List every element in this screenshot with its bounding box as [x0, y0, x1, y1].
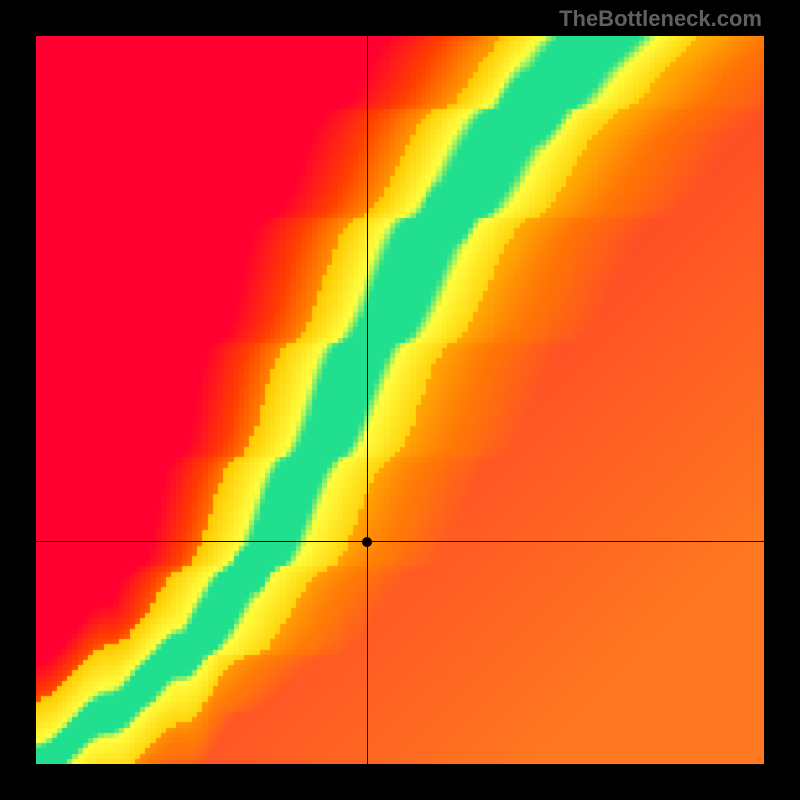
heatmap-plot [36, 36, 764, 764]
chart-container: TheBottleneck.com [0, 0, 800, 800]
heatmap-canvas [36, 36, 764, 764]
watermark-label: TheBottleneck.com [559, 6, 762, 32]
crosshair-vertical [367, 36, 368, 764]
crosshair-marker [362, 537, 372, 547]
crosshair-horizontal [36, 541, 764, 542]
